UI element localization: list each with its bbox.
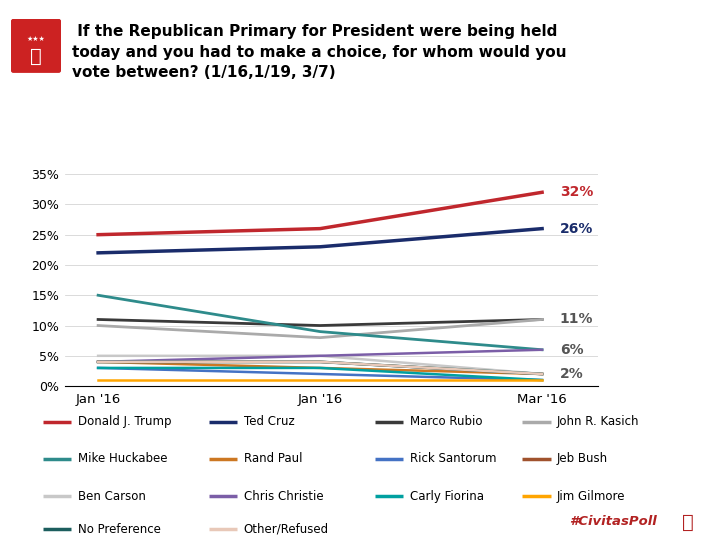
Text: #CivitasPoll: #CivitasPoll	[569, 515, 657, 528]
Text: Carly Fiorina: Carly Fiorina	[410, 490, 484, 503]
Text: No Preference: No Preference	[78, 523, 161, 536]
Text: Ted Cruz: Ted Cruz	[243, 415, 294, 428]
Text: 26%: 26%	[560, 221, 593, 235]
Text: Jeb Bush: Jeb Bush	[557, 453, 608, 465]
Text: 🐘: 🐘	[30, 47, 42, 66]
Text: 🕯: 🕯	[682, 513, 693, 532]
Text: 11%: 11%	[560, 313, 593, 327]
Text: 6%: 6%	[560, 343, 583, 357]
Text: Rand Paul: Rand Paul	[243, 453, 302, 465]
Text: Marco Rubio: Marco Rubio	[410, 415, 482, 428]
Text: Chris Christie: Chris Christie	[243, 490, 323, 503]
Text: Rick Santorum: Rick Santorum	[410, 453, 496, 465]
Text: If the Republican Primary for President were being held
today and you had to mak: If the Republican Primary for President …	[72, 24, 567, 80]
Text: 2%: 2%	[560, 367, 584, 381]
Text: Jim Gilmore: Jim Gilmore	[557, 490, 626, 503]
Text: John R. Kasich: John R. Kasich	[557, 415, 639, 428]
Text: ★★★: ★★★	[27, 36, 45, 43]
Text: Mike Huckabee: Mike Huckabee	[78, 453, 167, 465]
Text: Ben Carson: Ben Carson	[78, 490, 145, 503]
Text: Donald J. Trump: Donald J. Trump	[78, 415, 171, 428]
FancyBboxPatch shape	[11, 19, 61, 73]
Text: 32%: 32%	[560, 185, 593, 199]
Text: Other/Refused: Other/Refused	[243, 523, 329, 536]
